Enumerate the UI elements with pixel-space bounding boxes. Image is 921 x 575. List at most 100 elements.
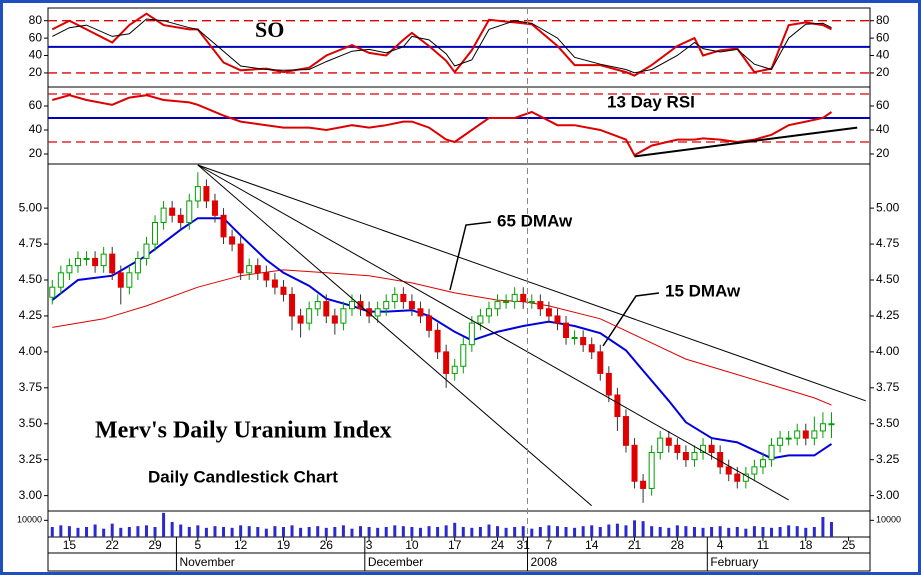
candle-body [588, 344, 595, 353]
candle-body [734, 473, 741, 482]
candle-body [785, 437, 792, 440]
x-axis-frame [47, 536, 871, 572]
volume-bar [538, 527, 542, 537]
x-tick-label: 11 [757, 538, 770, 552]
candle-body [74, 257, 81, 267]
candle-body [323, 301, 330, 317]
y-tick-label: 4.25 [876, 308, 900, 322]
volume-bar [50, 527, 54, 537]
candle-body [400, 293, 407, 303]
candle-body [297, 315, 304, 324]
x-tick-label: 7 [546, 538, 553, 552]
candle-body [802, 430, 809, 439]
candle-body [794, 430, 801, 439]
candle-body [682, 452, 689, 461]
candle-body [528, 301, 535, 304]
candle-body [648, 452, 655, 489]
candle-body [237, 243, 244, 274]
candle-body [451, 365, 458, 374]
volume-bar [367, 527, 371, 537]
candle-body [494, 301, 501, 310]
volume-bar [256, 527, 260, 537]
candle-body [631, 444, 638, 482]
series-line [52, 18, 832, 74]
x-tick-label: 14 [585, 538, 599, 552]
candle-body [143, 243, 150, 259]
volume-bar [127, 527, 131, 537]
y-tick-label: 40 [29, 122, 43, 136]
volume-bar [658, 527, 662, 537]
volume-bar [770, 527, 774, 537]
volume-bar [581, 526, 585, 537]
candle-body [520, 293, 527, 303]
volume-bar [333, 527, 337, 537]
x-tick-label: 24 [491, 538, 505, 552]
volume-bar [436, 527, 440, 537]
volume-bar [555, 526, 559, 537]
y-tick-label: 60 [876, 30, 890, 44]
candle-body [263, 272, 270, 281]
x-tick-label: 10 [405, 538, 419, 552]
y-tick-label: 5.00 [876, 200, 900, 214]
candle-body [460, 344, 467, 367]
volume-bar [144, 525, 148, 537]
candle-body [366, 308, 373, 317]
candle-body [57, 272, 64, 288]
volume-bar [376, 527, 380, 537]
volume-bar [290, 525, 294, 537]
volume-bar [222, 527, 226, 537]
y-tick-label: 3.00 [19, 488, 43, 502]
candle-body [768, 444, 775, 461]
volume-bar [359, 526, 363, 537]
candle-body [49, 286, 56, 298]
volume-bar [530, 528, 534, 537]
month-label: December [368, 555, 423, 569]
y-tick-label: 4.00 [19, 344, 43, 358]
volume-bar [478, 527, 482, 537]
volume-bar [444, 525, 448, 537]
y-tick-label: 4.50 [876, 272, 900, 286]
volume-bar [213, 526, 217, 537]
candle-body [177, 214, 184, 223]
x-tick-label: 26 [320, 538, 334, 552]
volume-bar [624, 525, 628, 537]
volume-bar [350, 528, 354, 537]
y-tick-label: 20 [876, 146, 890, 160]
volume-bar [93, 524, 97, 537]
candle-body [160, 207, 167, 223]
candle-body [657, 437, 664, 453]
volume-bar [590, 525, 594, 537]
volume-bar [239, 525, 243, 537]
volume-bar [641, 521, 645, 537]
volume-bar [675, 525, 679, 537]
candle-body [819, 423, 826, 432]
moving-average [52, 269, 832, 406]
candle-body [580, 337, 587, 346]
volume-bar [496, 526, 500, 537]
volume-bar [787, 525, 791, 537]
y-tick-label: 80 [29, 13, 43, 27]
candle-body [443, 351, 450, 374]
volume-bar [427, 526, 431, 537]
chart-title: Merv's Daily Uranium Index [95, 418, 392, 444]
candle-body [271, 279, 278, 288]
y-tick-label: 4.25 [19, 308, 43, 322]
volume-bar [418, 527, 422, 537]
moving-average [51, 217, 833, 460]
x-tick-label: 19 [277, 538, 291, 552]
volume-bar [102, 528, 106, 537]
volume-bar [153, 527, 157, 537]
candle-body [691, 452, 698, 461]
candle-body [614, 394, 621, 418]
x-tick-label: 5 [195, 538, 202, 552]
x-tick-label: 3 [366, 538, 373, 552]
candle-body [229, 236, 236, 245]
candle-body [109, 253, 116, 274]
volume-bar [718, 526, 722, 537]
volume-bar [761, 527, 765, 537]
y-tick-label: 5.00 [19, 200, 43, 214]
volume-bar [187, 527, 191, 537]
y-tick-label: 4.50 [19, 272, 43, 286]
volume-bar [247, 526, 251, 537]
candle-body [186, 200, 193, 223]
